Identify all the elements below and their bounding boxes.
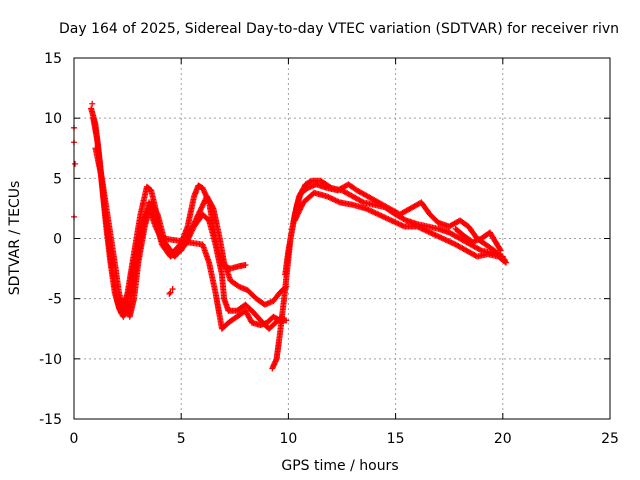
data-marker-track-5 [401,216,408,223]
y-tick-label: -5 [48,292,62,308]
y-tick-label: 10 [44,111,62,127]
grid-lines [74,58,610,419]
x-tick-label: 25 [601,431,619,447]
x-tick-label: 15 [387,431,405,447]
data-marker-isolated [169,286,176,293]
axis-ticks: 0 5 10 15 20 25 -15 -10 -5 0 5 10 15 [39,51,619,447]
y-tick-label: 5 [53,171,62,187]
data-marker-track-4 [153,210,160,217]
data-marker-isolated [166,290,173,297]
y-axis-label: SDTVAR / TECUs [7,181,23,296]
data-marker-isolated [72,160,79,167]
y-tick-label: -15 [39,412,62,428]
data-marker-track-5 [477,246,484,253]
data-marker-isolated [167,289,174,296]
x-tick-label: 20 [494,431,512,447]
data-marker-track-5 [359,198,366,205]
y-tick-label: 15 [44,51,62,67]
data-marker-track-8 [497,247,504,254]
data-markers [71,100,510,372]
data-marker-track-8 [496,246,503,253]
x-tick-label: 10 [279,431,297,447]
data-marker-track-7 [501,258,508,265]
chart-title: Day 164 of 2025, Sidereal Day-to-day VTE… [59,21,619,37]
data-marker-track-2 [209,204,216,211]
y-tick-label: -10 [39,352,62,368]
data-marker-track-5 [307,178,314,185]
y-tick-label: 0 [53,232,62,248]
data-marker-isolated [89,100,96,107]
data-marker-track-1 [242,261,249,268]
x-axis-label: GPS time / hours [281,458,398,474]
x-tick-label: 0 [70,431,79,447]
x-tick-label: 5 [177,431,186,447]
data-marker-track-7 [503,259,510,266]
